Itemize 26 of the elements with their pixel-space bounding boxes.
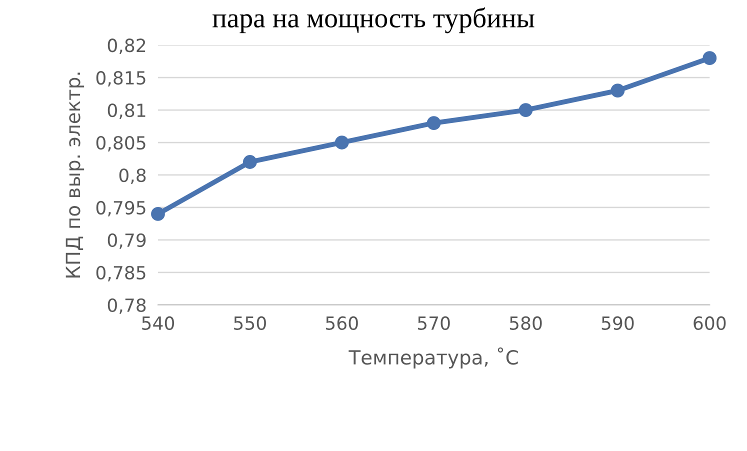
x-tick-label: 540 (142, 316, 174, 330)
y-tick-label: 0,805 (96, 136, 146, 152)
x-tick-label: 600 (694, 316, 726, 330)
x-tick-label: 580 (510, 316, 542, 330)
y-tick-label: 0,81 (108, 104, 146, 120)
x-tick-label: 590 (602, 316, 634, 330)
x-axis-title: Температура, ˚C (348, 347, 518, 368)
point (426, 116, 441, 130)
point (702, 51, 717, 66)
y-tick-label: 0,8 (119, 168, 146, 184)
point (242, 155, 257, 169)
y-tick-label: 0,79 (108, 233, 146, 249)
x-tick-label: 570 (418, 316, 450, 330)
y-tick-label: 0,815 (96, 71, 146, 87)
y-axis-title: КПД по выр. электр. (66, 72, 84, 278)
y-tick-label: 0,785 (96, 266, 146, 282)
point (334, 136, 349, 150)
y-tick-label: 0,82 (108, 38, 146, 54)
x-tick-label: 550 (234, 316, 266, 330)
y-tick-label: 0,795 (96, 200, 146, 216)
chart-title: пара на мощность турбины (212, 7, 534, 34)
point (518, 103, 533, 117)
y-tick-label: 0,78 (108, 298, 146, 314)
point (151, 207, 165, 221)
point (610, 84, 625, 98)
x-tick-label: 560 (326, 316, 358, 330)
